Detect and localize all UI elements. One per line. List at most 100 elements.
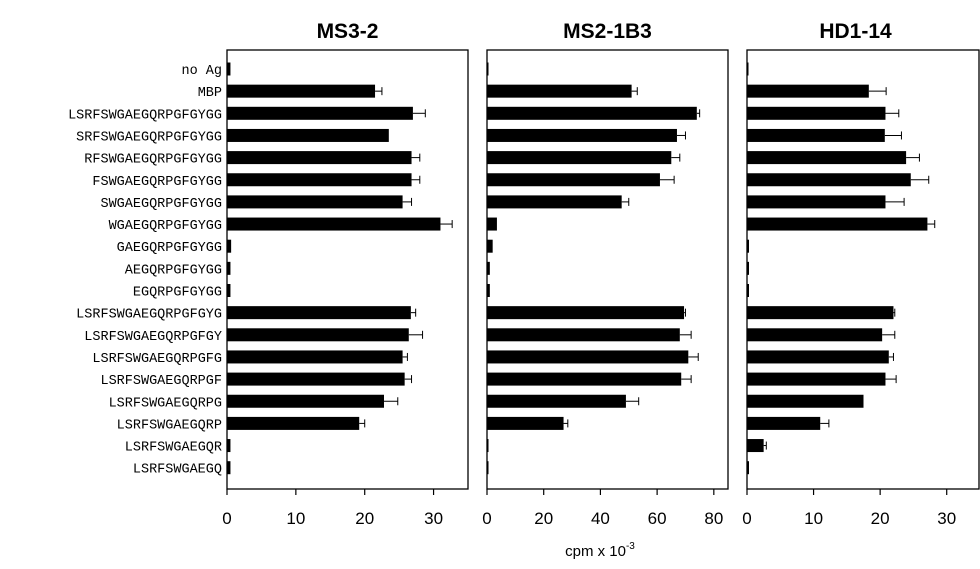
bar (747, 284, 749, 297)
x-tick-label: 0 (742, 509, 751, 528)
bar (227, 217, 441, 231)
bar (227, 239, 232, 253)
category-label: SWGAEGQRPGFGYGG (100, 197, 222, 212)
panel: MS3-2 0 10 20 30 (222, 20, 469, 528)
category-label: SRFSWGAEGQRPGFGYGG (76, 130, 222, 145)
category-label: no Ag (181, 64, 222, 79)
bar (747, 328, 883, 342)
bar (487, 306, 685, 320)
category-label: RFSWGAEGQRPGFGYGG (84, 153, 222, 168)
bar (227, 439, 231, 453)
bar (747, 128, 885, 142)
x-tick-label: 20 (355, 509, 374, 528)
bar (487, 394, 626, 408)
x-axis-label: cpm x 10-3 (565, 541, 635, 560)
category-label: AEGQRPGFGYGG (125, 263, 222, 278)
panel: MS2-1B3 0 20 40 60 80 (482, 20, 729, 528)
x-tick-label: 20 (534, 509, 553, 528)
category-label: GAEGQRPGFGYGG (117, 241, 222, 256)
bar (487, 328, 680, 342)
bar (487, 151, 672, 165)
x-tick-label: 10 (286, 509, 305, 528)
bar (487, 173, 660, 187)
category-label: LSRFSWGAEGQRPGFG (92, 352, 222, 367)
x-tick-label: 60 (648, 509, 667, 528)
x-axis-label-exponent: -3 (626, 541, 635, 552)
bar (747, 306, 894, 320)
x-tick-label: 30 (937, 509, 956, 528)
bar (227, 173, 412, 187)
bar (747, 151, 907, 165)
bar (487, 439, 489, 453)
bar (227, 284, 231, 297)
panel-title: HD1-14 (819, 20, 892, 43)
x-tick-label: 0 (482, 509, 491, 528)
category-label: MBP (198, 86, 222, 101)
category-label: EGQRPGFGYGG (133, 286, 222, 301)
bar (227, 106, 413, 120)
bar (227, 350, 403, 364)
bar (747, 439, 764, 453)
category-label: LSRFSWGAEGQRPGFGYGG (68, 108, 222, 123)
bar (487, 416, 564, 430)
x-tick-label: 80 (704, 509, 723, 528)
x-axis-label-base: cpm x 10 (565, 543, 626, 560)
panel-title: MS3-2 (317, 20, 379, 43)
category-label: LSRFSWGAEGQR (125, 441, 222, 456)
bar (227, 416, 360, 430)
bar (487, 239, 493, 253)
x-tick-label: 40 (591, 509, 610, 528)
bar (747, 217, 928, 231)
bar (487, 350, 689, 364)
panel: HD1-14 0 10 20 30 (742, 20, 980, 528)
x-tick-label: 0 (222, 509, 231, 528)
bar (747, 173, 911, 187)
bar (747, 350, 889, 364)
bar (227, 62, 231, 76)
x-tick-label: 10 (804, 509, 823, 528)
x-tick-label: 20 (871, 509, 890, 528)
bar (747, 62, 749, 76)
bar (227, 461, 231, 475)
bar (487, 195, 622, 209)
panel-title: MS2-1B3 (563, 20, 652, 43)
category-label: LSRFSWGAEGQRPG (109, 396, 222, 411)
bar (747, 416, 821, 430)
category-label: LSRFSWGAEGQRPGFGY (84, 330, 222, 345)
chart-panels: MS3-2 0 10 20 30 MS2-1B3 0 20 40 60 80 HD1-14 0 10 20 3… (222, 20, 980, 528)
bar (487, 284, 490, 297)
category-label: LSRFSWGAEGQRPGF (100, 374, 222, 389)
bar (227, 84, 376, 98)
bar (227, 261, 231, 275)
bar (747, 394, 864, 408)
bar (747, 195, 886, 209)
bar (227, 195, 403, 209)
bar (487, 128, 677, 142)
category-label: WGAEGQRPGFGYGG (109, 219, 222, 234)
category-label: LSRFSWGAEGQRPGFGYG (76, 308, 222, 323)
bar (747, 261, 749, 275)
peptide-labels: no Ag MBP LSRFSWGAEGQRPGFGYGG SRFSWGAEGQRPG… (68, 64, 222, 478)
bar (747, 461, 749, 475)
bar (227, 328, 409, 342)
category-label: LSRFSWGAEGQRP (117, 418, 222, 433)
bar (747, 84, 869, 98)
bar (487, 62, 489, 76)
category-label: FSWGAEGQRPGFGYGG (92, 175, 222, 190)
bar (487, 217, 497, 231)
bar (227, 306, 411, 320)
bar (227, 128, 389, 142)
bar (227, 151, 412, 165)
bar (227, 372, 405, 386)
bar (747, 106, 886, 120)
bar (487, 84, 632, 98)
bar (487, 461, 489, 475)
bar (227, 394, 384, 408)
x-tick-label: 30 (424, 509, 443, 528)
bar (487, 261, 490, 275)
category-label: LSRFSWGAEGQ (133, 463, 222, 478)
bar (747, 372, 886, 386)
bar (487, 372, 682, 386)
bar (747, 239, 749, 253)
